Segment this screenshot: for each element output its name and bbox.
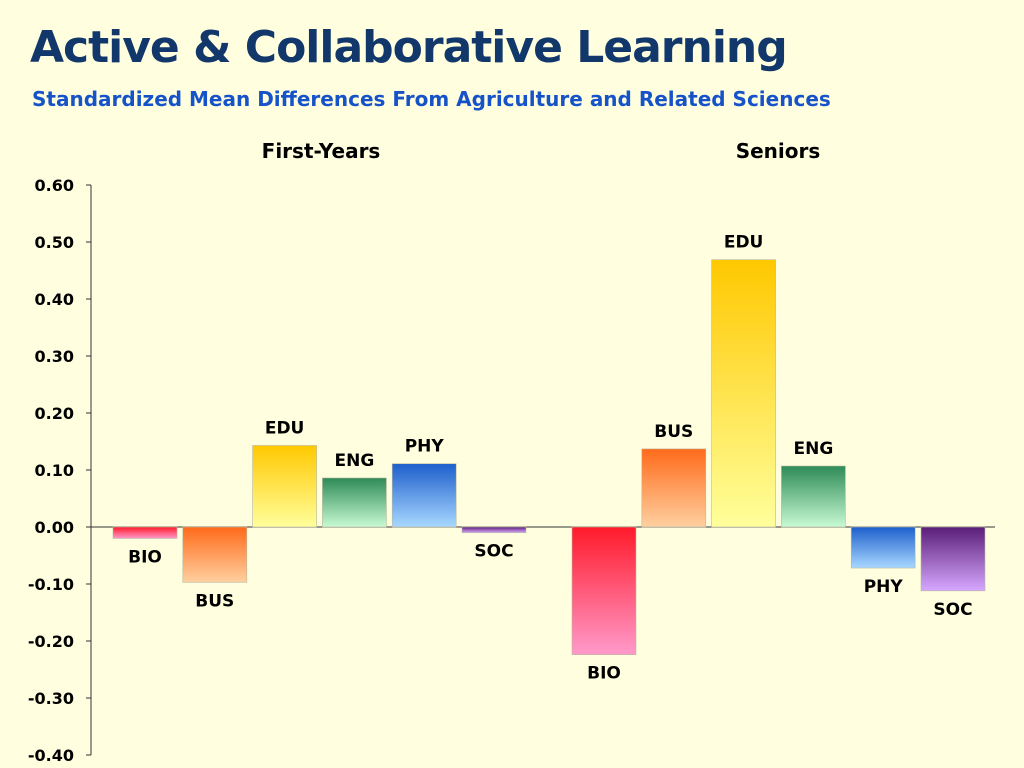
y-tick-label: 0.10	[35, 461, 74, 480]
bar-label: BIO	[128, 547, 162, 567]
bar-seniors-soc	[920, 526, 986, 592]
bar-seniors-eng	[781, 465, 846, 528]
bar-first-years-bio	[112, 526, 178, 539]
bar-label: EDU	[265, 418, 305, 438]
group-title: First-Years	[262, 139, 381, 163]
bar-label: PHY	[405, 437, 445, 457]
y-tick-label: 0.20	[35, 404, 74, 423]
bar-label: EDU	[724, 233, 764, 253]
bar-label: PHY	[864, 577, 904, 597]
bar-first-years-soc	[461, 526, 527, 533]
bar-label: SOC	[474, 542, 513, 562]
bar-label: BUS	[195, 591, 234, 611]
page-subtitle: Standardized Mean Differences From Agric…	[32, 87, 831, 111]
bar-label: BIO	[587, 664, 621, 684]
y-tick-label: -0.40	[28, 746, 74, 765]
bar-seniors-phy	[850, 526, 916, 569]
bar-seniors-bus	[641, 448, 707, 528]
y-tick-label: -0.20	[28, 632, 74, 651]
y-tick-label: -0.30	[28, 689, 74, 708]
y-tick-label: -0.10	[28, 575, 74, 594]
y-tick-label: 0.60	[35, 176, 74, 195]
bar-label: BUS	[654, 422, 693, 442]
page-title: Active & Collaborative Learning	[30, 22, 788, 73]
bar-first-years-edu	[252, 445, 317, 528]
bar-first-years-phy	[391, 463, 457, 528]
bar-seniors-edu	[711, 259, 776, 528]
bar-label: ENG	[335, 451, 375, 471]
bar-label: ENG	[794, 439, 834, 459]
group-title: Seniors	[736, 139, 821, 163]
y-tick-label: 0.40	[35, 290, 74, 309]
bar-first-years-eng	[322, 477, 387, 528]
y-tick-label: 0.30	[35, 347, 74, 366]
bar-first-years-bus	[182, 526, 248, 583]
y-tick-label: 0.50	[35, 233, 74, 252]
y-tick-label: 0.00	[35, 518, 74, 537]
bar-label: SOC	[933, 600, 972, 620]
bar-seniors-bio	[571, 526, 637, 655]
